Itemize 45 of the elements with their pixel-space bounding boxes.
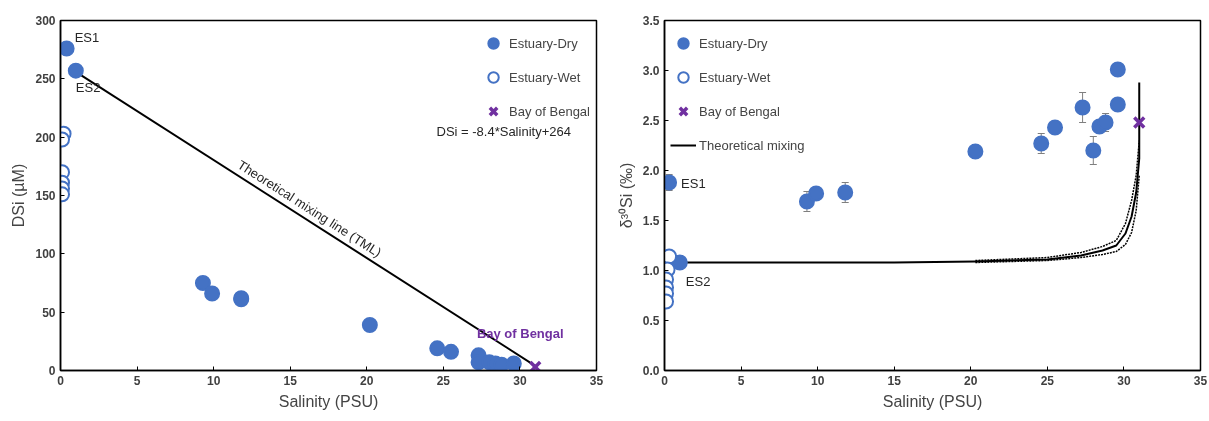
- x-tick-label: 10: [810, 373, 825, 388]
- x-tick-label: 25: [1040, 373, 1055, 388]
- y-tick-label: 300: [35, 14, 56, 28]
- legend-label: Estuary-Wet: [509, 68, 581, 87]
- x-tick-label: 15: [887, 373, 902, 388]
- x-tick-label: 25: [436, 373, 451, 388]
- y-tick-label: 250: [35, 72, 56, 87]
- x-tick-label: 30: [1117, 373, 1131, 388]
- x-tick-label: 5: [737, 373, 745, 388]
- legend-label: Estuary-Dry: [509, 34, 578, 53]
- x-tick-label: 20: [360, 373, 374, 388]
- annotation: ES2: [75, 79, 101, 95]
- y-tick-label: 200: [35, 130, 56, 145]
- y-tick-label: 0: [48, 364, 56, 378]
- y-tick-label: 2.0: [642, 164, 660, 178]
- annotation: ES1: [74, 29, 100, 45]
- legend-label: Theoretical mixing: [699, 136, 805, 155]
- x-tick-label: 20: [964, 373, 978, 388]
- legend-label: Estuary-Wet: [699, 68, 771, 87]
- y-tick-label: 50: [42, 305, 56, 320]
- y-tick-label: 0.5: [642, 314, 660, 328]
- x-axis-title: Salinity (PSU): [278, 392, 379, 410]
- y-tick-label: 100: [35, 247, 56, 262]
- legend-label: Bay of Bengal: [509, 103, 590, 119]
- y-tick-label: 1.5: [642, 214, 660, 228]
- x-tick-label: 5: [133, 373, 141, 388]
- y-tick-label: 3.5: [642, 14, 660, 28]
- y-axis-title: DSi (µM): [10, 163, 28, 228]
- annotation: ES2: [685, 273, 711, 289]
- y-tick-label: 150: [35, 189, 56, 203]
- x-tick-label: 15: [283, 373, 298, 388]
- annotation: ES1: [681, 175, 706, 191]
- annotation: DSi = -8.4*Salinity+264: [436, 123, 571, 139]
- x-tick-label: 30: [513, 373, 527, 388]
- x-tick-label: 35: [589, 373, 604, 388]
- y-tick-label: 2.5: [642, 114, 660, 128]
- legend-label: Estuary-Dry: [699, 34, 768, 53]
- y-tick-label: 3.0: [642, 64, 660, 78]
- x-tick-label: 35: [1193, 373, 1208, 388]
- x-axis-title: Salinity (PSU): [882, 392, 983, 410]
- y-tick-label: 1.0: [642, 264, 660, 278]
- y-axis-title: δ³⁰Si (‰): [617, 162, 635, 229]
- legend-label: Bay of Bengal: [699, 102, 780, 121]
- x-tick-label: 10: [206, 373, 221, 388]
- y-tick-label: 0.0: [642, 364, 660, 378]
